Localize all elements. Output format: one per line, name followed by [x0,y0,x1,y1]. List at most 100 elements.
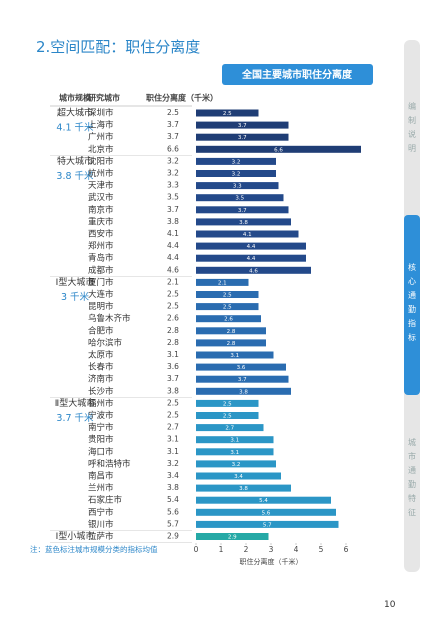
bar [196,508,336,516]
value-text: 3.7 [167,120,179,129]
bar [196,218,291,226]
bar [196,363,286,371]
bar-label: 3.1 [230,438,239,444]
bar-label: 4.4 [247,256,256,262]
sidebar-tab[interactable]: 编制说明 [407,102,417,158]
bar-label: 2.5 [223,293,232,299]
bar-label: 3.4 [234,474,243,480]
bar [196,157,276,165]
bar-label: 2.5 [223,305,232,311]
city-name: 大连市 [88,289,114,300]
bar-label: 2.9 [228,535,237,541]
bar [196,387,291,395]
bar-label: 4.4 [247,244,256,250]
value-text: 3.1 [167,447,179,456]
bar-label: 2.8 [227,329,236,335]
value-text: 2.5 [167,302,179,311]
group-mean: 3.7 千米 [56,412,94,424]
group-name: Ⅰ型大城市 [56,276,95,288]
value-text: 3.3 [167,181,179,190]
bar-label: 5.4 [259,498,268,504]
value-text: 3.4 [167,471,179,480]
bar-label: 5.6 [262,510,271,516]
value-text: 3.7 [167,374,179,383]
bar-label: 6.6 [274,147,283,153]
value-text: 2.5 [167,398,179,407]
city-name: 南宁市 [88,422,114,433]
bar [196,351,274,359]
bar-label: 3.5 [235,196,244,202]
city-name: 上海市 [88,120,114,131]
group-mean: 3.8 千米 [56,170,94,182]
city-name: 杭州市 [88,168,114,179]
city-name: 银川市 [88,519,114,530]
bar [196,375,289,383]
city-name: 天津市 [88,180,114,191]
x-axis-label: 职住分离度（千米） [240,557,303,566]
bar [196,170,276,177]
page-number: 10 [384,600,396,610]
bar [196,327,266,335]
city-name: 广州市 [88,132,114,143]
value-text: 2.8 [167,326,179,335]
city-name: 深圳市 [88,108,114,119]
city-name: 西安市 [88,229,114,240]
group-name: Ⅰ型小城市 [56,530,95,542]
city-name: 哈尔滨市 [88,337,123,348]
city-name: 呼和浩特市 [88,458,131,469]
value-text: 6.6 [167,144,179,153]
city-name: 贵阳市 [88,434,114,445]
value-text: 2.5 [167,108,179,117]
x-tick-label: 0 [194,545,199,554]
bar-label: 5.7 [263,522,272,528]
value-text: 3.2 [167,169,179,178]
bar [196,133,289,141]
bar-label: 3.8 [239,220,248,226]
bar-label: 3.7 [238,208,247,214]
sidebar-tab[interactable]: 城市通勤特征 [407,438,417,522]
sidebar-tab[interactable]: 核心通勤指标 [404,215,420,395]
bar-label: 2.5 [223,401,232,407]
group-name: 超大城市 [57,107,93,119]
city-name: 重庆市 [88,216,114,227]
bar [196,109,259,117]
city-name: 济南市 [88,374,114,385]
value-text: 3.2 [167,459,179,468]
bar [196,194,284,202]
bar [196,315,261,323]
city-name: 太原市 [88,350,114,361]
city-name: 北京市 [88,144,114,155]
bar-label: 3.8 [239,389,248,395]
city-name: 武汉市 [88,192,114,203]
group-mean: 3 千米 [61,291,90,303]
note: 注：蓝色标注城市规模分类的指标均值 [30,544,158,554]
bar [196,412,259,419]
x-tick-label: 6 [344,545,349,554]
city-name: 福州市 [88,398,114,409]
bar [196,472,281,480]
bar-label: 2.1 [218,280,227,286]
value-text: 5.6 [167,507,179,516]
city-name: 长沙市 [88,386,114,397]
bar-label: 3.1 [230,353,239,359]
value-text: 3.8 [167,217,179,226]
bar-label: 3.7 [238,377,247,383]
bar-label: 3.6 [237,365,246,371]
bar [196,520,339,528]
city-name: 郑州市 [88,241,114,252]
x-tick-label: 1 [219,545,224,554]
bar-label: 3.2 [232,159,241,165]
bar [196,291,259,298]
city-name: 沈阳市 [88,156,114,167]
city-name: 成都市 [88,265,114,276]
value-text: 2.8 [167,338,179,347]
bar-label: 3.7 [238,135,247,141]
bar [196,145,361,153]
bar [196,254,306,262]
value-text: 3.7 [167,205,179,214]
bar [196,484,291,492]
bar-label: 3.8 [239,486,248,492]
city-name: 昆明市 [88,301,114,312]
